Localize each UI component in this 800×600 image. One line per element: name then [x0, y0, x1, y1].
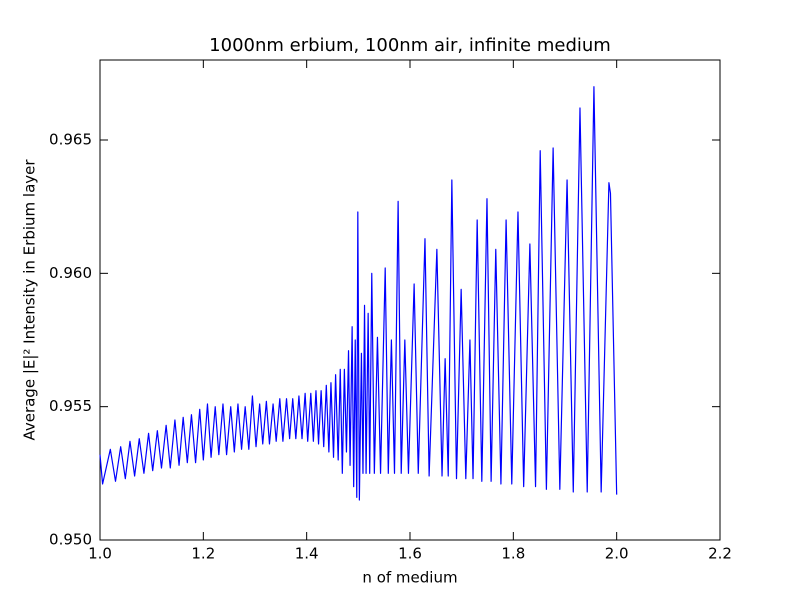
x-tick-label: 1.8 — [501, 545, 525, 563]
x-tick-label: 2.0 — [605, 545, 629, 563]
x-tick-label: 1.0 — [88, 545, 112, 563]
y-tick-label: 0.960 — [49, 264, 92, 282]
y-tick-label: 0.965 — [49, 131, 92, 149]
y-axis-label: Average |E|² Intensity in Erbium layer — [21, 159, 39, 441]
x-tick-label: 1.6 — [398, 545, 422, 563]
chart-title: 1000nm erbium, 100nm air, infinite mediu… — [209, 35, 611, 56]
y-tick-label: 0.950 — [49, 531, 92, 549]
plot-frame — [99, 59, 721, 541]
x-axis-label: n of medium — [362, 569, 457, 587]
x-tick-label: 2.2 — [708, 545, 732, 563]
x-tick-label: 1.2 — [191, 545, 215, 563]
y-tick-label: 0.955 — [49, 397, 92, 415]
data-line — [99, 86, 618, 501]
x-tick-label: 1.4 — [295, 545, 319, 563]
